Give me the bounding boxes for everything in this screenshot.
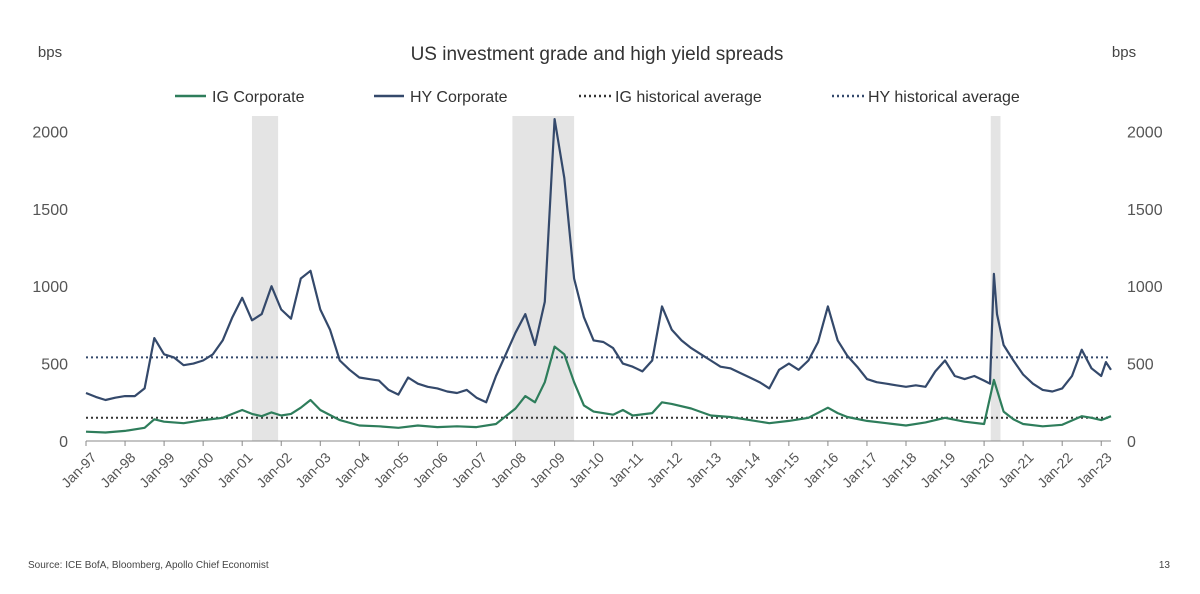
historical-average-lines <box>86 356 1111 419</box>
x-tick-label: Jan-98 <box>97 449 139 491</box>
left-unit-label: bps <box>38 44 62 61</box>
chart-title: US investment grade and high yield sprea… <box>411 44 784 65</box>
y-tick-label-left: 2000 <box>32 124 68 141</box>
y-tick-label-left: 500 <box>41 357 68 374</box>
y-axis-ticks: 0 0 500 500 1000 1000 1500 1500 2000 2000 <box>32 124 1162 451</box>
x-tick-label: Jan-14 <box>722 449 764 491</box>
legend-label: HY historical average <box>868 89 1020 106</box>
x-tick-label: Jan-15 <box>761 449 803 491</box>
x-tick-label: Jan-00 <box>175 449 217 491</box>
x-tick-label: Jan-01 <box>214 449 256 491</box>
x-tick-label: Jan-06 <box>409 449 451 491</box>
legend-item-ig-historical-average: IG historical average <box>579 89 762 106</box>
x-tick-label: Jan-09 <box>526 449 568 491</box>
x-tick-label: Jan-23 <box>1073 449 1115 491</box>
x-tick-label: Jan-04 <box>331 449 373 491</box>
legend-label: IG Corporate <box>212 89 305 106</box>
x-tick-label: Jan-97 <box>58 449 100 491</box>
y-tick-label-right: 1000 <box>1127 279 1163 296</box>
legend-item-ig-corporate: IG Corporate <box>175 89 305 106</box>
recession-band <box>251 116 279 441</box>
x-tick-label: Jan-11 <box>605 449 646 490</box>
source-note: Source: ICE BofA, Bloomberg, Apollo Chie… <box>28 560 269 571</box>
y-tick-label-left: 1000 <box>32 279 68 296</box>
x-tick-label: Jan-12 <box>644 449 686 491</box>
x-tick-label: Jan-13 <box>683 449 725 491</box>
x-tick-label: Jan-02 <box>253 449 295 491</box>
legend-label: HY Corporate <box>410 89 508 106</box>
x-tick-label: Jan-17 <box>839 449 881 491</box>
series-line-hy-corporate <box>85 118 1112 404</box>
recession-band <box>512 116 575 441</box>
x-tick-label: Jan-08 <box>487 449 529 491</box>
recession-shading-layer <box>251 116 1001 441</box>
x-tick-label: Jan-99 <box>136 449 178 491</box>
right-unit-label: bps <box>1112 44 1136 61</box>
x-tick-label: Jan-05 <box>370 449 412 491</box>
legend-label: IG historical average <box>615 89 762 106</box>
x-tick-label: Jan-21 <box>995 449 1037 491</box>
x-tick-label: Jan-10 <box>566 449 608 491</box>
y-tick-label-left: 1500 <box>32 202 68 219</box>
x-tick-label: Jan-19 <box>917 449 959 491</box>
y-tick-label-right: 500 <box>1127 357 1154 374</box>
x-tick-label: Jan-07 <box>448 449 490 491</box>
y-tick-label-right: 1500 <box>1127 202 1163 219</box>
page-number: 13 <box>1158 560 1170 571</box>
recession-band <box>990 116 1001 441</box>
x-tick-label: Jan-20 <box>956 449 998 491</box>
x-axis-ticks: Jan-97Jan-98Jan-99Jan-00Jan-01Jan-02Jan-… <box>58 441 1115 491</box>
series-line-ig-corporate <box>85 345 1112 434</box>
x-tick-label: Jan-22 <box>1034 449 1076 491</box>
legend-item-hy-historical-average: HY historical average <box>832 89 1020 106</box>
legend-item-hy-corporate: HY Corporate <box>374 89 508 106</box>
x-tick-label: Jan-18 <box>878 449 920 491</box>
y-tick-label-right: 0 <box>1127 434 1136 451</box>
spread-lines <box>85 118 1112 434</box>
legend: IG Corporate HY Corporate IG historical … <box>175 89 1020 106</box>
x-tick-label: Jan-03 <box>292 449 334 491</box>
y-tick-label-right: 2000 <box>1127 124 1163 141</box>
y-tick-label-left: 0 <box>59 434 68 451</box>
x-tick-label: Jan-16 <box>800 449 842 491</box>
